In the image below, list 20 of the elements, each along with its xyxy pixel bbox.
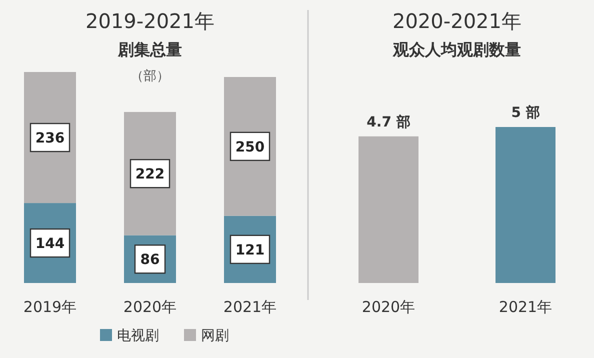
annotation: （部） [130,69,170,84]
data-label: 121 [235,242,265,258]
data-label: 222 [135,166,165,183]
x-tick-label: 2019年 [23,298,77,316]
chart-title: 2020-2021年 [392,9,522,33]
data-label: 236 [35,130,65,147]
legend-label: 电视剧 [117,328,159,344]
x-tick-label: 2020年 [362,298,416,316]
data-label: 86 [140,252,160,268]
data-label: 144 [35,236,65,252]
legend-label: 网剧 [201,328,229,344]
x-tick-label: 2020年 [123,298,177,316]
chart-subtitle: 剧集总量 [117,40,182,59]
data-label: 250 [235,139,265,156]
data-label: 4.7 部 [366,113,410,130]
x-tick-label: 2021年 [498,298,552,316]
chart-title: 2019-2021年 [85,9,215,33]
data-label: 5 部 [511,104,540,121]
chart-subtitle: 观众人均观剧数量 [392,40,521,59]
x-tick-label: 2021年 [223,298,277,316]
